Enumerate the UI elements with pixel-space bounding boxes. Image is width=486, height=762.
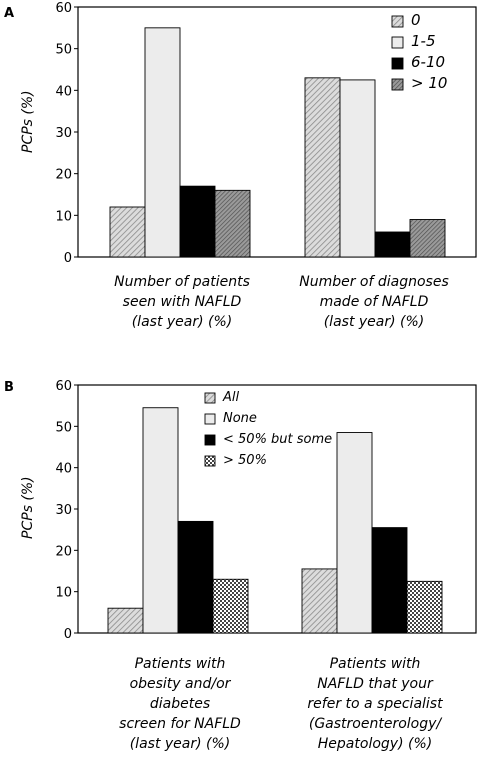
- bar-diag-gray: [109, 206, 146, 258]
- y-tick-label: 0: [64, 627, 72, 642]
- category-label-line: refer to a specialist: [307, 696, 443, 712]
- y-tick-label: 0: [64, 251, 72, 266]
- legend-swatch: [204, 434, 216, 446]
- panel-a-chart: 0 10 20 30 40 50 60 0 1-5 6-10 > 10: [55, 1, 477, 266]
- y-tick-label: 50: [55, 43, 72, 58]
- y-tick-label: 60: [55, 1, 72, 16]
- category-label-line: screen for NAFLD: [119, 716, 241, 732]
- category-label-line: Patients with: [329, 656, 421, 672]
- category-label-line: (last year) (%): [323, 314, 425, 330]
- bar-dark-hatch: [409, 219, 446, 258]
- category-label-line: NAFLD that your: [317, 676, 433, 692]
- bar-checker: [406, 580, 443, 634]
- panel-b: B PCPs (%) 0 10 20 30 40 50 60 All None < 50% but…: [0, 376, 486, 762]
- panel-a-category-label-2: Number of diagnoses made of NAFLD (last ye…: [264, 272, 484, 332]
- y-tick-label: 20: [55, 544, 72, 559]
- category-label-line: Patients with: [134, 656, 226, 672]
- legend-swatch: [391, 57, 404, 70]
- legend-label: > 50%: [223, 453, 267, 468]
- bar-light-gray: [339, 79, 376, 258]
- panel-b-category-label-1: Patients with obesity and/or diabetes scree…: [70, 654, 290, 754]
- legend-swatch: [391, 15, 404, 28]
- bar-diag-gray: [304, 77, 341, 258]
- category-label-line: (last year) (%): [131, 314, 233, 330]
- legend-label: None: [223, 411, 257, 426]
- category-label-line: (last year) (%): [129, 736, 231, 752]
- legend-label: 6-10: [411, 53, 445, 71]
- y-tick-label: 40: [55, 462, 72, 477]
- bar-black: [371, 527, 408, 634]
- legend-label: < 50% but some: [223, 432, 332, 447]
- legend-label: All: [222, 390, 240, 405]
- bar-dark-hatch: [214, 189, 251, 258]
- bar-black: [179, 185, 216, 258]
- bar-checker: [212, 578, 249, 634]
- legend-label: 1-5: [411, 32, 436, 50]
- y-tick-label: 60: [55, 379, 72, 394]
- panel-b-category-label-2: Patients with NAFLD that your refer to a s…: [265, 654, 485, 754]
- bar-diag-gray: [301, 568, 338, 634]
- category-label-line: made of NAFLD: [319, 294, 429, 310]
- legend-swatch: [204, 392, 216, 404]
- legend-swatch: [391, 78, 404, 91]
- bar-light-gray: [142, 407, 179, 634]
- category-label-line: Hepatology) (%): [317, 736, 433, 752]
- legend-swatch: [204, 455, 216, 467]
- legend-label: 0: [411, 11, 421, 29]
- bar-black: [374, 231, 411, 258]
- category-label-line: Number of patients: [114, 274, 250, 290]
- bar-diag-gray: [107, 607, 144, 634]
- legend-swatch: [204, 413, 216, 425]
- bar-light-gray: [144, 27, 181, 258]
- category-label-line: Number of diagnoses: [299, 274, 449, 290]
- y-tick-label: 10: [55, 209, 72, 224]
- y-tick-label: 30: [55, 126, 72, 141]
- y-tick-label: 50: [55, 420, 72, 435]
- panel-a-category-label-1: Number of patients seen with NAFLD (last y…: [72, 272, 292, 332]
- category-label-line: diabetes: [149, 696, 211, 712]
- bar-black: [177, 520, 214, 634]
- panel-b-letter: B: [4, 380, 14, 395]
- y-tick-label: 30: [55, 503, 72, 518]
- panel-b-chart: 0 10 20 30 40 50 60 All None < 50% but some > 50%: [55, 379, 477, 642]
- category-label-line: seen with NAFLD: [122, 294, 242, 310]
- y-tick-label: 10: [55, 586, 72, 601]
- category-label-line: obesity and/or: [129, 676, 231, 692]
- y-tick-label: 20: [55, 168, 72, 183]
- category-label-line: (Gastroenterology/: [308, 716, 442, 732]
- legend-label: > 10: [411, 74, 447, 92]
- panel-a: A PCPs (%) 0 10 20 30 40 50 60 0 1-5 6-10 > 10 Num…: [0, 0, 486, 380]
- bar-light-gray: [336, 432, 373, 634]
- panel-a-letter: A: [4, 6, 15, 21]
- y-tick-label: 40: [55, 84, 72, 99]
- legend-swatch: [391, 36, 404, 49]
